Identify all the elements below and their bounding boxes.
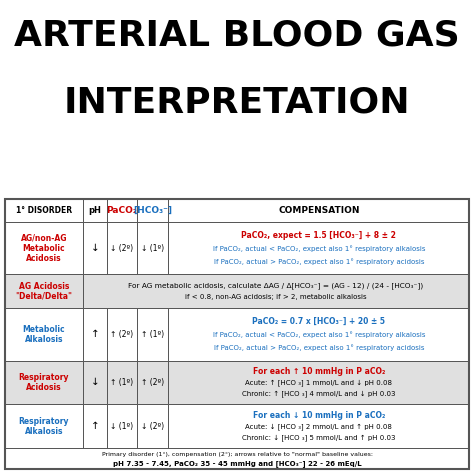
Text: ↓ (1º): ↓ (1º) [110, 422, 134, 431]
Bar [168, 361, 469, 404]
Text: ↓: ↓ [91, 243, 99, 253]
Bar [168, 199, 469, 222]
Text: ↓ (2º): ↓ (2º) [141, 422, 164, 431]
Text: Respiratory
Acidosis: Respiratory Acidosis [18, 373, 69, 392]
Text: Chronic: ↓ [HCO ₃] 5 mmol/L and ↑ pH 0.03: Chronic: ↓ [HCO ₃] 5 mmol/L and ↑ pH 0.0… [242, 434, 395, 441]
Bar [137, 199, 168, 222]
Text: ↑: ↑ [91, 329, 99, 339]
Text: ↑ (2º): ↑ (2º) [141, 378, 164, 387]
Text: pH: pH [88, 206, 101, 215]
Text: AG/non-AG
Metabolic
Acidosis: AG/non-AG Metabolic Acidosis [20, 233, 67, 263]
Bar [168, 308, 469, 361]
Text: Acute: ↓ [HCO ₃] 2 mmol/L and ↑ pH 0.08: Acute: ↓ [HCO ₃] 2 mmol/L and ↑ pH 0.08 [246, 423, 392, 430]
Text: PaCO₂ = 0.7 x [HCO₃⁻] + 20 ± 5: PaCO₂ = 0.7 x [HCO₃⁻] + 20 ± 5 [252, 317, 385, 326]
Bar [168, 404, 469, 448]
Text: if < 0.8, non-AG acidosis; if > 2, metabolic alkalosis: if < 0.8, non-AG acidosis; if > 2, metab… [185, 294, 367, 300]
Bar [137, 222, 168, 274]
Text: 1° DISORDER: 1° DISORDER [16, 206, 72, 215]
Bar [107, 199, 137, 222]
Bar [5, 361, 83, 404]
Text: ↑ (1º): ↑ (1º) [110, 378, 134, 387]
Text: ↑: ↑ [91, 421, 99, 431]
Text: PaCO₂: PaCO₂ [107, 206, 137, 215]
Bar [83, 222, 107, 274]
Bar [5, 274, 83, 308]
Bar [5, 199, 469, 469]
Bar [5, 404, 83, 448]
Bar [137, 361, 168, 404]
Bar [5, 448, 469, 469]
Text: For each ↑ 10 mmHg in P aCO₂: For each ↑ 10 mmHg in P aCO₂ [253, 367, 385, 376]
Bar [5, 308, 83, 361]
Text: For AG metabolic acidosis, calculate ΔAG / Δ[HCO₃⁻] = (AG - 12) / (24 - [HCO₃⁻]): For AG metabolic acidosis, calculate ΔAG… [128, 283, 424, 289]
Bar [168, 222, 469, 274]
Bar [83, 308, 107, 361]
Text: Primary disorder (1°), compensation (2°); arrows relative to "normal" baseline v: Primary disorder (1°), compensation (2°)… [101, 452, 373, 456]
Text: pH 7.35 - 7.45, PaCO₂ 35 - 45 mmHg and [HCO₃⁻] 22 - 26 mEq/L: pH 7.35 - 7.45, PaCO₂ 35 - 45 mmHg and [… [113, 460, 361, 467]
Text: Respiratory
Alkalosis: Respiratory Alkalosis [18, 417, 69, 436]
Text: ↓ (2º): ↓ (2º) [110, 244, 134, 253]
Bar [5, 222, 83, 274]
Bar [83, 404, 107, 448]
Bar [137, 404, 168, 448]
Bar [107, 361, 137, 404]
Text: If PaCO₂, actual > PaCO₂, expect also 1° respiratory acidosis: If PaCO₂, actual > PaCO₂, expect also 1°… [213, 258, 424, 264]
Bar [107, 308, 137, 361]
Text: AG Acidosis
"Delta/Delta": AG Acidosis "Delta/Delta" [15, 282, 73, 301]
Text: [HCO₃⁻]: [HCO₃⁻] [133, 206, 173, 215]
Text: INTERPRETATION: INTERPRETATION [64, 85, 410, 119]
Text: Metabolic
Alkalosis: Metabolic Alkalosis [23, 325, 65, 344]
Text: If PaCO₂, actual < PaCO₂, expect also 1° respiratory alkalosis: If PaCO₂, actual < PaCO₂, expect also 1°… [212, 245, 425, 252]
Bar [5, 199, 83, 222]
Text: Acute: ↑ [HCO ₃] 1 mmol/L and ↓ pH 0.08: Acute: ↑ [HCO ₃] 1 mmol/L and ↓ pH 0.08 [245, 379, 392, 386]
Text: For each ↓ 10 mmHg in P aCO₂: For each ↓ 10 mmHg in P aCO₂ [253, 411, 385, 420]
Bar [137, 308, 168, 361]
Text: If PaCO₂, actual > PaCO₂, expect also 1° respiratory acidosis: If PaCO₂, actual > PaCO₂, expect also 1°… [213, 344, 424, 351]
Bar [107, 404, 137, 448]
Text: PaCO₂, expect = 1.5 [HCO₃⁻] + 8 ± 2: PaCO₂, expect = 1.5 [HCO₃⁻] + 8 ± 2 [241, 231, 396, 240]
Text: If PaCO₂, actual < PaCO₂, expect also 1° respiratory alkalosis: If PaCO₂, actual < PaCO₂, expect also 1°… [212, 331, 425, 337]
Bar [83, 199, 107, 222]
Bar [83, 274, 469, 308]
Text: ↓: ↓ [91, 377, 99, 387]
Bar [107, 222, 137, 274]
Text: ↑ (2º): ↑ (2º) [110, 330, 134, 339]
Text: ARTERIAL BLOOD GAS: ARTERIAL BLOOD GAS [14, 19, 460, 53]
Text: COMPENSATION: COMPENSATION [278, 206, 359, 215]
Text: ↓ (1º): ↓ (1º) [141, 244, 164, 253]
Text: Chronic: ↑ [HCO ₃] 4 mmol/L and ↓ pH 0.03: Chronic: ↑ [HCO ₃] 4 mmol/L and ↓ pH 0.0… [242, 390, 395, 397]
Text: ↑ (1º): ↑ (1º) [141, 330, 164, 339]
Bar [83, 361, 107, 404]
